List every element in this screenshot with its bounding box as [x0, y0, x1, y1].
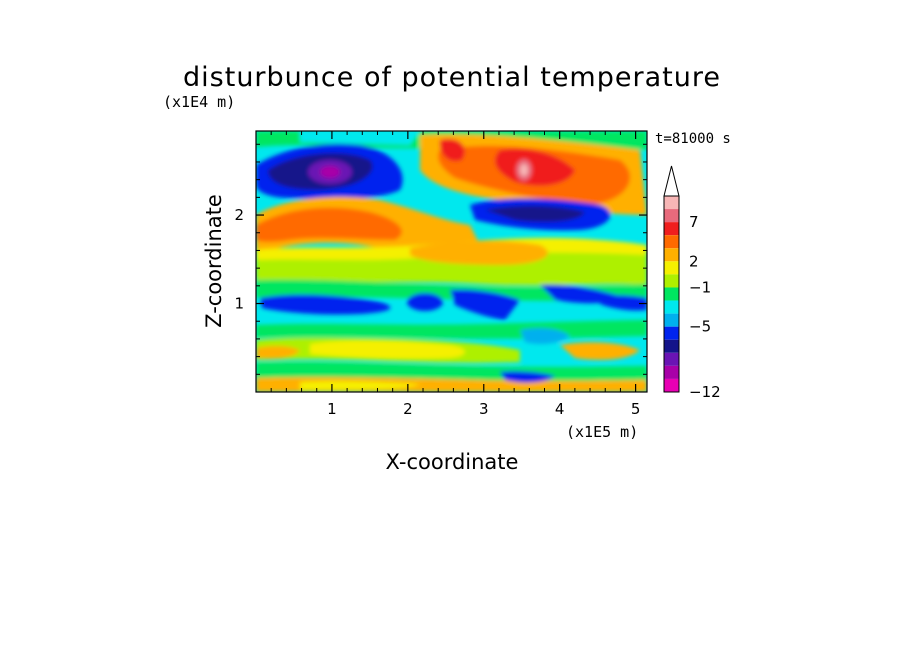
colorbar-swatch	[664, 339, 679, 353]
heatmap-field	[256, 131, 647, 392]
y-axis-label: Z-coordinate	[202, 194, 226, 328]
x-unit-label: (x1E5 m)	[566, 423, 638, 441]
x-tick-label: 1	[327, 400, 337, 418]
chart-title: disturbunce of potential temperature	[183, 62, 721, 93]
colorbar-swatch	[664, 222, 679, 236]
colorbar-tick-label: −1	[689, 278, 711, 296]
x-tick-label: 2	[403, 400, 413, 418]
x-axis: 1 2 3 4 5	[270, 131, 641, 418]
y-tick-label: 2	[234, 206, 244, 224]
colorbar-swatch	[664, 326, 679, 340]
colorbar-frame	[663, 195, 680, 393]
colorbar-swatch	[664, 313, 679, 327]
plot-frame	[255, 130, 648, 393]
colorbar-swatch	[664, 365, 679, 379]
colorbar: 7 2 −1 −5 −12	[663, 165, 721, 401]
colorbar-swatch	[664, 274, 679, 288]
x-tick-label: 5	[631, 400, 641, 418]
x-tick-label: 4	[555, 400, 565, 418]
colorbar-tick-label: −5	[689, 318, 711, 336]
y-tick-label: 1	[234, 295, 244, 313]
colorbar-swatch	[664, 235, 679, 249]
colorbar-tick-label: −12	[689, 383, 721, 401]
colorbar-swatch	[664, 261, 679, 275]
colorbar-swatch	[664, 300, 679, 314]
colorbar-swatch	[664, 378, 679, 392]
y-axis: 12	[234, 143, 647, 375]
y-unit-label: (x1E4 m)	[163, 93, 235, 111]
colorbar-swatch	[664, 196, 679, 210]
colorbar-swatch	[664, 209, 679, 223]
colorbar-extend-arrow	[663, 165, 680, 197]
colorbar-swatch	[664, 352, 679, 366]
colorbar-tick-label: 2	[689, 252, 699, 270]
time-label: t=81000 s	[655, 131, 731, 147]
x-axis-label: X-coordinate	[386, 450, 519, 474]
x-tick-label: 3	[479, 400, 489, 418]
colorbar-tick-label: 7	[689, 213, 699, 231]
colorbar-swatch	[664, 287, 679, 301]
colorbar-swatch	[664, 248, 679, 262]
